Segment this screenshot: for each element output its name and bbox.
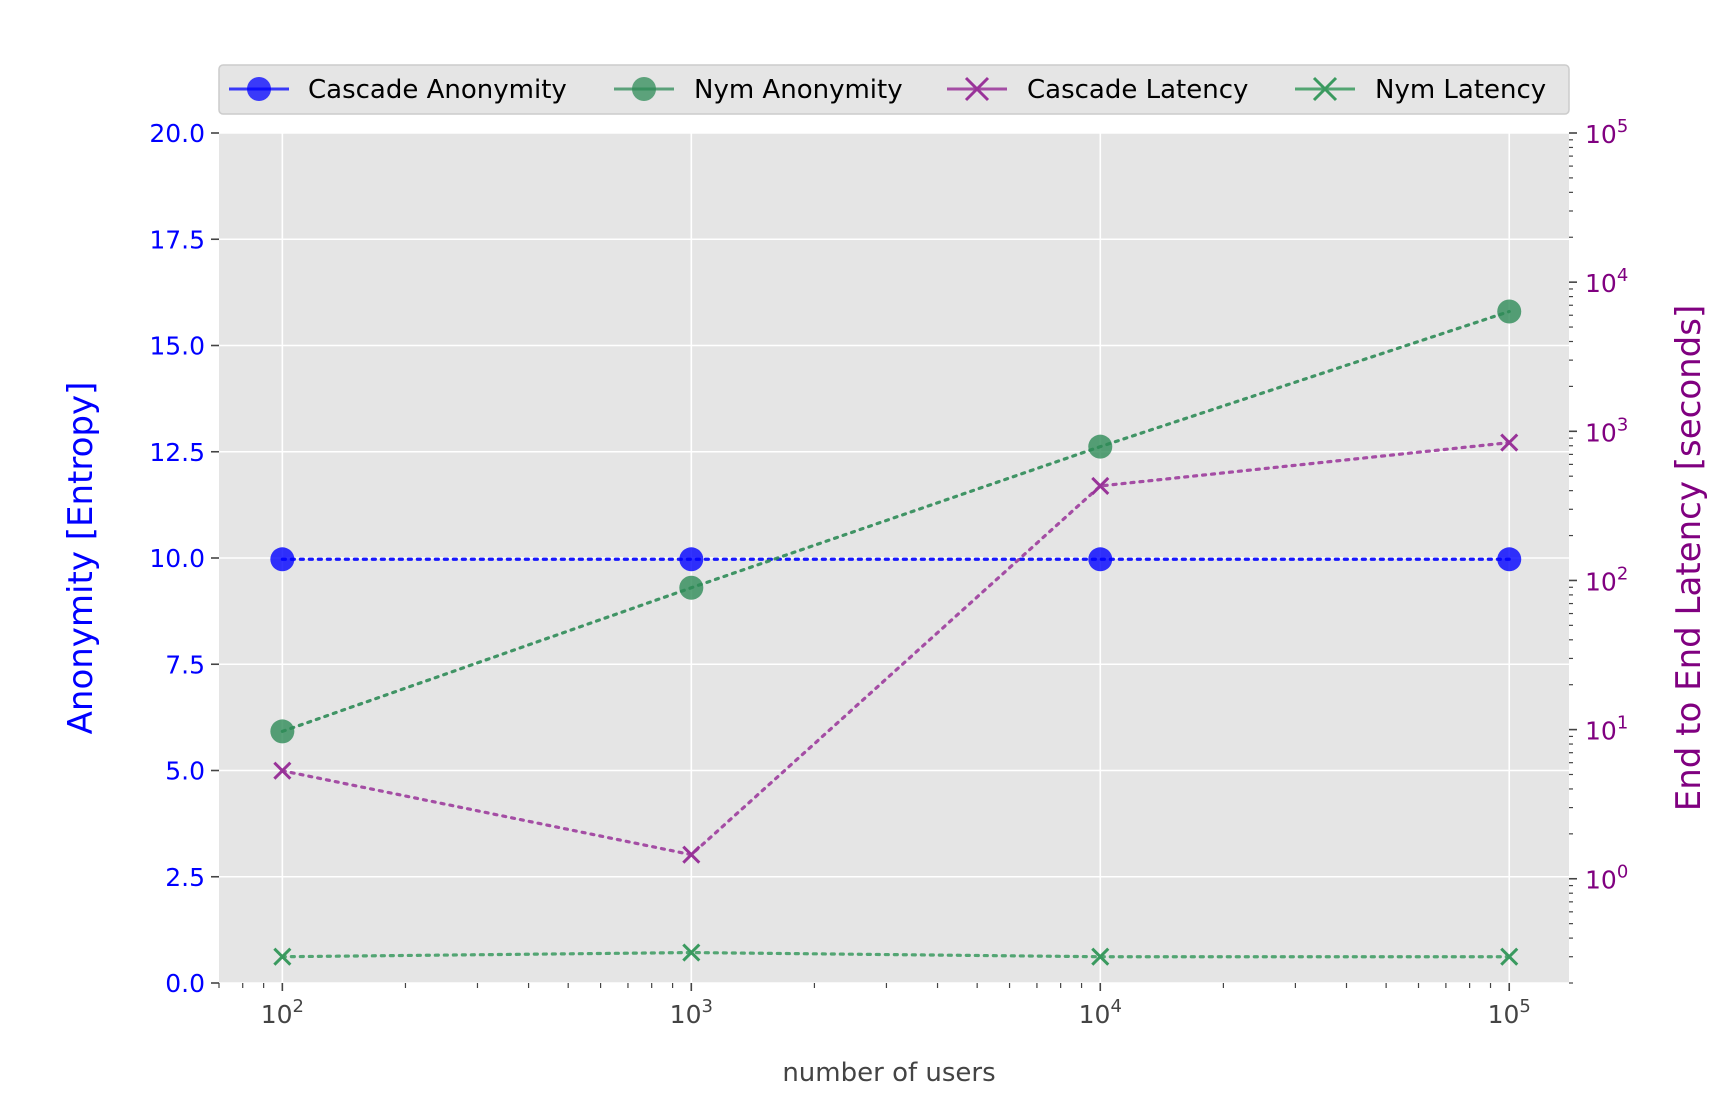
data-point-x <box>273 761 292 780</box>
y-left-tick-label: 5.0 <box>165 757 205 786</box>
legend: Cascade Anonymity Nym Anonymity Cascade … <box>218 64 1570 115</box>
series-layer <box>270 299 1522 966</box>
data-point-x <box>1091 947 1110 966</box>
y-right-tick-label: 100 <box>1585 862 1628 895</box>
data-point-x <box>682 845 701 864</box>
y-left-label: Anonymity [Entropy] <box>61 382 101 735</box>
series-line <box>280 950 1511 959</box>
data-point-x <box>682 943 701 962</box>
legend-item-nym-latency: Nym Latency <box>1295 75 1546 105</box>
legend-label-nym-latency: Nym Latency <box>1375 75 1546 105</box>
legend-box <box>218 64 1570 115</box>
y-right-tick-label: 105 <box>1585 116 1628 149</box>
legend-x-marker-icon <box>964 76 990 102</box>
x-tick-label: 103 <box>670 996 713 1029</box>
x-tick-label: 105 <box>1488 996 1531 1029</box>
y-left-tick-label: 12.5 <box>149 438 205 467</box>
y-left-tick-label: 7.5 <box>165 650 205 679</box>
y-left-tick-label: 20.0 <box>149 119 205 148</box>
series-cascade-anonymity <box>270 547 1522 572</box>
legend-item-cascade-anonymity: Cascade Anonymity <box>229 75 567 105</box>
data-point-circle <box>1088 434 1113 459</box>
data-point-circle <box>1088 547 1113 572</box>
legend-label-cascade-latency: Cascade Latency <box>1027 75 1248 105</box>
y-left-tick-label: 10.0 <box>149 544 205 573</box>
y-right-label: End to End Latency [seconds] <box>1669 305 1709 811</box>
series-line <box>280 440 1511 857</box>
y-left-tick-label: 15.0 <box>149 332 205 361</box>
legend-circle-marker-icon <box>247 77 271 101</box>
x-tick-label: 102 <box>261 996 304 1029</box>
x-axis: 102 103 104 105 <box>218 983 1531 1029</box>
x-axis-label: number of users <box>782 1058 995 1088</box>
y-left-tick-label: 0.0 <box>165 969 205 998</box>
right-axis: 100 101 102 103 104 105 <box>1569 116 1628 984</box>
y-right-tick-label: 102 <box>1585 563 1628 596</box>
x-tick-label: 104 <box>1079 996 1122 1029</box>
y-right-tick-label: 104 <box>1585 265 1628 298</box>
data-point-circle <box>270 547 295 572</box>
y-left-tick-label: 17.5 <box>149 225 205 254</box>
legend-item-nym-anonymity: Nym Anonymity <box>614 75 903 105</box>
legend-item-cascade-latency: Cascade Latency <box>947 75 1248 105</box>
data-point-circle <box>679 575 704 600</box>
left-axis: 0.0 2.5 5.0 7.5 10.0 12.5 15.0 17.5 20.0 <box>149 119 219 998</box>
y-left-tick-label: 2.5 <box>165 863 205 892</box>
legend-x-marker-icon <box>1312 76 1338 102</box>
series-nym-latency <box>273 943 1519 966</box>
data-point-circle <box>1497 547 1522 572</box>
y-right-tick-label: 101 <box>1585 713 1628 746</box>
data-point-circle <box>270 719 295 744</box>
legend-label-nym-anonymity: Nym Anonymity <box>694 75 903 105</box>
data-point-x <box>1500 433 1519 452</box>
data-point-circle <box>679 547 704 572</box>
data-point-circle <box>1497 299 1522 324</box>
series-nym-anonymity <box>270 299 1522 744</box>
data-point-x <box>1500 947 1519 966</box>
series-cascade-latency <box>273 433 1519 864</box>
series-line <box>280 309 1511 734</box>
y-right-tick-label: 103 <box>1585 414 1628 447</box>
data-point-x <box>273 947 292 966</box>
legend-label-cascade-anonymity: Cascade Anonymity <box>308 75 567 105</box>
legend-circle-marker-icon <box>632 77 656 101</box>
data-point-x <box>1091 476 1110 496</box>
